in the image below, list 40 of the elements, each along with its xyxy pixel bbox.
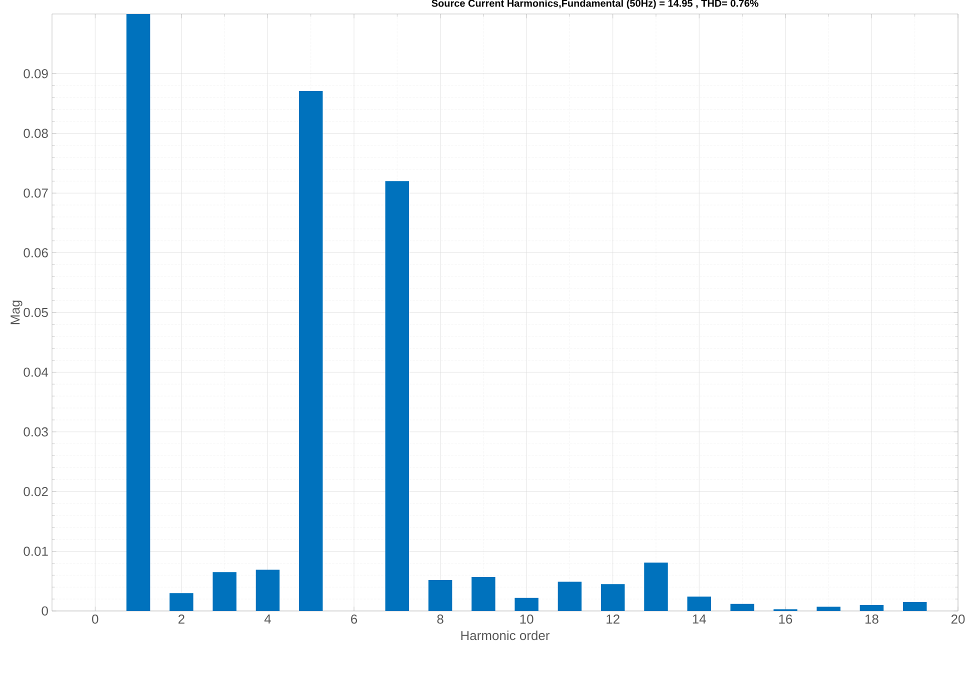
bar [385,181,410,611]
y-tick-label: 0.05 [24,308,48,318]
x-tick-label: 0 [92,614,98,624]
x-tick-label: 20 [951,614,965,624]
x-tick-label: 8 [437,614,444,624]
bar [860,605,884,611]
y-tick-label: 0.09 [24,69,48,78]
bar [514,598,538,611]
y-tick-label: 0 [42,606,48,616]
bar [126,14,150,611]
x-axis-title: Harmonic order [461,630,550,640]
bar [256,570,280,611]
bar [687,596,712,611]
x-tick-label: 16 [779,614,792,624]
bar [730,604,754,611]
x-tick-label: 6 [351,614,358,624]
bar [558,582,582,611]
bar [600,584,625,611]
bar [428,580,452,611]
x-tick-label: 10 [520,614,534,624]
y-axis-title: Mag [10,300,22,324]
bar [472,576,496,611]
bar [170,593,194,611]
bar [902,602,927,611]
y-tick-label: 0.03 [24,427,48,436]
bar [816,606,840,611]
x-tick-label: 18 [865,614,878,624]
y-tick-label: 0.01 [24,546,48,556]
x-tick-label: 14 [692,614,706,624]
y-tick-label: 0.08 [24,128,48,138]
x-tick-label: 12 [606,614,620,624]
bar [212,572,236,611]
bar [644,562,668,611]
y-tick-label: 0.07 [24,188,48,198]
x-tick-label: 2 [178,614,184,624]
bar [299,91,323,611]
y-tick-label: 0.04 [24,368,48,377]
x-tick-label: 4 [264,614,271,624]
y-tick-label: 0.06 [24,248,48,258]
y-tick-label: 0.02 [24,486,48,496]
